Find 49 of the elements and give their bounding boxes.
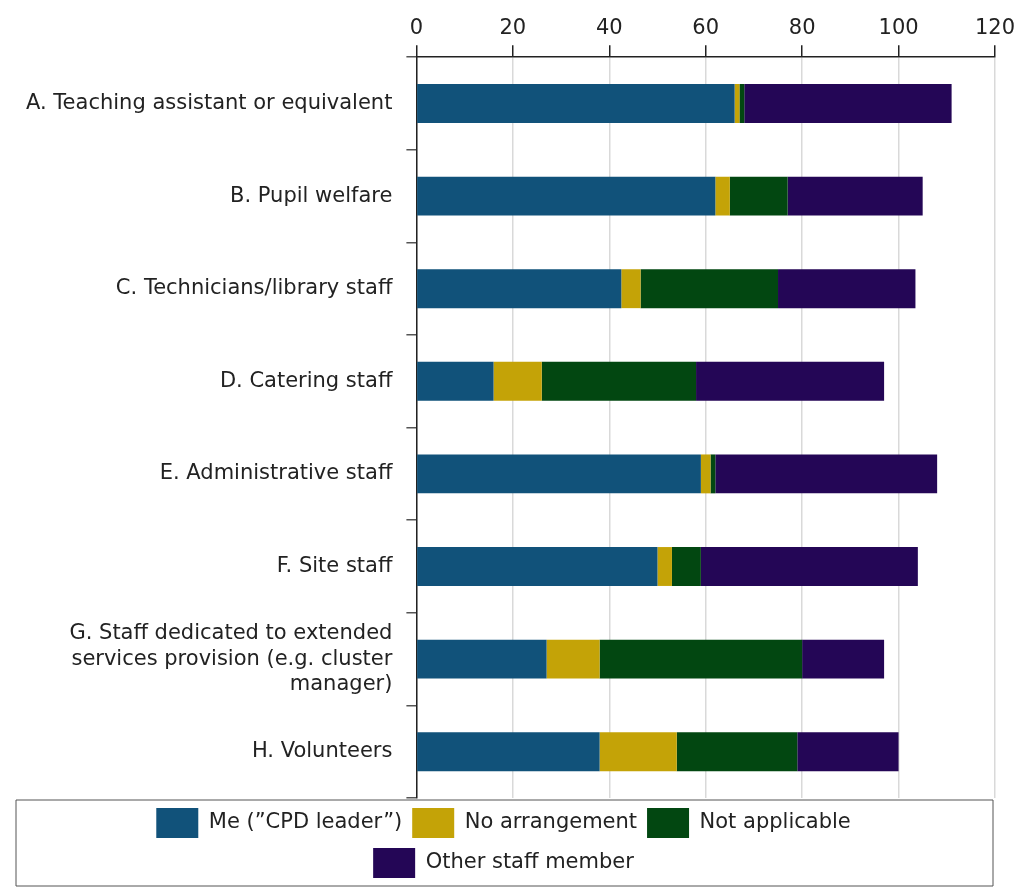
bar bbox=[744, 84, 952, 123]
x-tick-label: 100 bbox=[878, 15, 919, 40]
bar bbox=[417, 732, 600, 772]
bar bbox=[657, 547, 672, 586]
y-tick-label: H. Volunteers bbox=[251, 738, 393, 763]
bar bbox=[417, 84, 735, 123]
bar bbox=[797, 732, 899, 772]
x-tick-label: 120 bbox=[974, 15, 1016, 40]
legend-label: Not applicable bbox=[699, 809, 851, 834]
bar bbox=[715, 176, 730, 216]
y-tick-label: G. Staff dedicated to extended services provision (e.g. cluster manager) bbox=[69, 620, 393, 695]
bar bbox=[640, 269, 779, 309]
bar bbox=[700, 454, 711, 494]
bar bbox=[541, 361, 697, 401]
y-tick-label: A. Teaching assistant or equivalent bbox=[25, 89, 393, 114]
bar bbox=[599, 732, 677, 772]
bar bbox=[417, 547, 658, 586]
bar bbox=[676, 732, 798, 772]
bar bbox=[802, 639, 885, 679]
x-tick-label: 0 bbox=[409, 15, 424, 40]
y-tick-label: B. Pupil welfare bbox=[230, 182, 393, 207]
bar bbox=[417, 269, 622, 309]
bar bbox=[739, 84, 745, 123]
x-tick-label: 80 bbox=[788, 15, 816, 40]
bar bbox=[599, 639, 803, 679]
bar bbox=[621, 269, 641, 309]
bar bbox=[729, 176, 788, 216]
bar bbox=[417, 454, 701, 494]
y-tick-label: F. Site staff bbox=[276, 552, 393, 577]
bar bbox=[778, 269, 916, 309]
bar bbox=[417, 176, 716, 216]
bar bbox=[493, 361, 542, 401]
bar bbox=[417, 639, 547, 679]
y-tick-label: E. Administrative staff bbox=[159, 460, 393, 485]
bar bbox=[696, 361, 885, 401]
bar bbox=[700, 547, 918, 586]
bar bbox=[546, 639, 600, 679]
x-tick-label: 20 bbox=[499, 15, 527, 40]
y-tick-label: C. Technicians/library staff bbox=[115, 275, 393, 300]
legend-label: Other staff member bbox=[425, 849, 635, 874]
x-tick-label: 60 bbox=[692, 15, 720, 40]
bar bbox=[715, 454, 938, 494]
y-tick-label: D. Catering staff bbox=[219, 367, 393, 392]
legend-label: Me (”CPD leader”) bbox=[208, 809, 403, 834]
bar bbox=[417, 361, 494, 401]
bar bbox=[671, 547, 701, 586]
x-tick-label: 40 bbox=[595, 15, 623, 40]
bar bbox=[787, 176, 923, 216]
legend-label: No arrangement bbox=[464, 809, 638, 834]
